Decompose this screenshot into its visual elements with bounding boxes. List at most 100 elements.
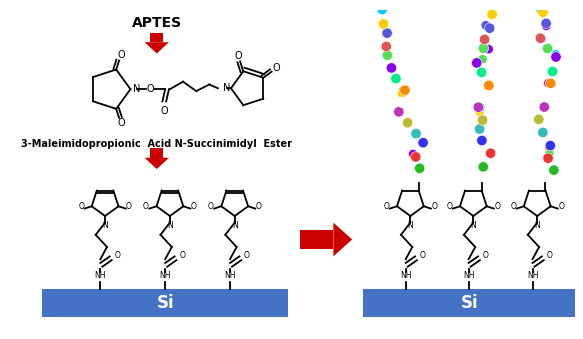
Polygon shape: [300, 230, 333, 249]
Text: O: O: [117, 118, 125, 128]
Circle shape: [478, 43, 489, 54]
Text: N: N: [470, 221, 476, 230]
Text: O: O: [143, 202, 149, 211]
Circle shape: [396, 97, 407, 107]
Text: O: O: [208, 202, 214, 211]
Circle shape: [476, 67, 487, 78]
Circle shape: [484, 44, 493, 54]
Text: NH: NH: [463, 271, 475, 280]
Text: N: N: [134, 84, 141, 94]
Circle shape: [484, 23, 495, 33]
Circle shape: [386, 0, 396, 2]
Bar: [363, 289, 575, 317]
Text: O: O: [244, 251, 250, 260]
Circle shape: [398, 89, 406, 98]
Text: APTES: APTES: [132, 16, 182, 31]
Text: N: N: [535, 221, 540, 230]
Text: O: O: [558, 202, 564, 211]
Circle shape: [543, 153, 553, 163]
Circle shape: [543, 79, 553, 88]
Circle shape: [479, 88, 489, 98]
Circle shape: [475, 107, 484, 116]
Circle shape: [545, 144, 554, 153]
Circle shape: [532, 0, 542, 3]
Text: N: N: [408, 221, 413, 230]
Circle shape: [385, 52, 395, 61]
Text: NH: NH: [224, 271, 236, 280]
Text: O: O: [420, 251, 426, 260]
Text: O: O: [126, 202, 132, 211]
Circle shape: [418, 138, 429, 148]
Circle shape: [410, 152, 421, 162]
Text: O: O: [114, 251, 120, 260]
Circle shape: [481, 21, 490, 30]
Circle shape: [382, 50, 392, 60]
Text: Si: Si: [461, 294, 478, 312]
Polygon shape: [145, 42, 169, 54]
Text: O: O: [191, 202, 196, 211]
Circle shape: [409, 149, 418, 159]
Circle shape: [535, 33, 546, 43]
Circle shape: [477, 135, 487, 146]
Circle shape: [538, 87, 549, 97]
Text: O: O: [255, 202, 262, 211]
Circle shape: [382, 28, 392, 38]
Text: O: O: [117, 50, 125, 60]
Text: O: O: [431, 202, 437, 211]
Circle shape: [411, 128, 422, 139]
Circle shape: [476, 103, 485, 112]
Circle shape: [378, 19, 389, 29]
Polygon shape: [333, 223, 352, 256]
Text: O: O: [78, 202, 84, 211]
Text: Si: Si: [156, 294, 174, 312]
Circle shape: [477, 115, 488, 125]
Text: NH: NH: [94, 271, 106, 280]
Circle shape: [479, 34, 490, 44]
Circle shape: [402, 118, 413, 128]
Text: O: O: [494, 202, 500, 211]
Circle shape: [539, 102, 549, 112]
Circle shape: [551, 52, 561, 62]
Circle shape: [541, 18, 552, 28]
Circle shape: [538, 7, 548, 17]
Bar: [42, 289, 288, 317]
Circle shape: [400, 85, 410, 95]
Text: O: O: [547, 251, 553, 260]
Circle shape: [551, 50, 560, 59]
Text: O: O: [272, 63, 280, 73]
Text: NH: NH: [400, 271, 412, 280]
Circle shape: [537, 34, 546, 44]
Circle shape: [546, 78, 556, 88]
Text: 3-Maleimidopropionic  Acid N-Succinimidyl  Ester: 3-Maleimidopropionic Acid N-Succinimidyl…: [21, 139, 292, 149]
Circle shape: [394, 107, 404, 117]
Circle shape: [387, 63, 396, 73]
Circle shape: [545, 149, 554, 159]
Circle shape: [542, 43, 553, 54]
Circle shape: [475, 124, 485, 134]
Circle shape: [377, 4, 387, 15]
Text: O: O: [180, 251, 185, 260]
Polygon shape: [145, 158, 169, 169]
Circle shape: [542, 21, 551, 31]
Text: O: O: [384, 202, 389, 211]
Circle shape: [533, 114, 544, 124]
Circle shape: [486, 0, 497, 8]
Circle shape: [381, 41, 391, 52]
Text: N: N: [232, 221, 238, 230]
Circle shape: [391, 73, 401, 84]
Circle shape: [415, 163, 425, 174]
Text: N: N: [102, 221, 108, 230]
Circle shape: [484, 80, 494, 91]
Circle shape: [547, 66, 558, 77]
Text: N: N: [167, 221, 173, 230]
Circle shape: [487, 9, 497, 20]
Text: NH: NH: [160, 271, 171, 280]
Polygon shape: [150, 148, 163, 158]
Text: O: O: [146, 84, 154, 94]
Circle shape: [478, 162, 489, 172]
Circle shape: [478, 55, 487, 64]
Text: O: O: [447, 202, 452, 211]
Circle shape: [398, 86, 408, 95]
Circle shape: [536, 6, 546, 15]
Text: N: N: [223, 83, 230, 93]
